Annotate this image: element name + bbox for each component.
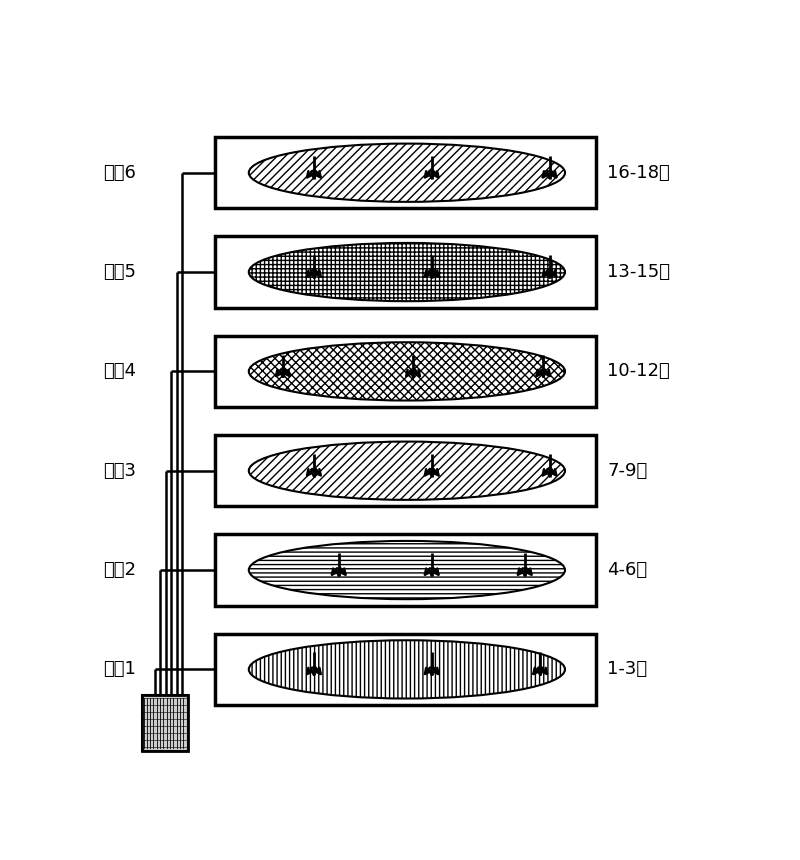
Ellipse shape [249,441,565,500]
Bar [214,237,596,308]
Bar [214,634,596,705]
Ellipse shape [249,541,565,599]
Text: 4-6层: 4-6层 [607,561,647,579]
Text: 通道5: 通道5 [103,263,136,281]
Text: 通道6: 通道6 [103,163,136,181]
Bar [142,695,188,751]
Text: 7-9层: 7-9层 [607,462,647,480]
Ellipse shape [249,243,565,301]
Text: 通道2: 通道2 [103,561,136,579]
Bar [214,534,596,605]
Ellipse shape [249,342,565,401]
Bar [142,695,188,751]
Text: 13-15层: 13-15层 [607,263,670,281]
Text: 通道4: 通道4 [103,362,136,380]
Text: 1-3层: 1-3层 [607,660,647,679]
Text: 通道1: 通道1 [103,660,136,679]
Bar [214,335,596,407]
Text: 10-12层: 10-12层 [607,362,670,380]
Bar [214,137,596,208]
Bar [214,435,596,507]
Text: 通道3: 通道3 [103,462,136,480]
Ellipse shape [249,144,565,202]
Text: 16-18层: 16-18层 [607,163,670,181]
Ellipse shape [249,640,565,698]
